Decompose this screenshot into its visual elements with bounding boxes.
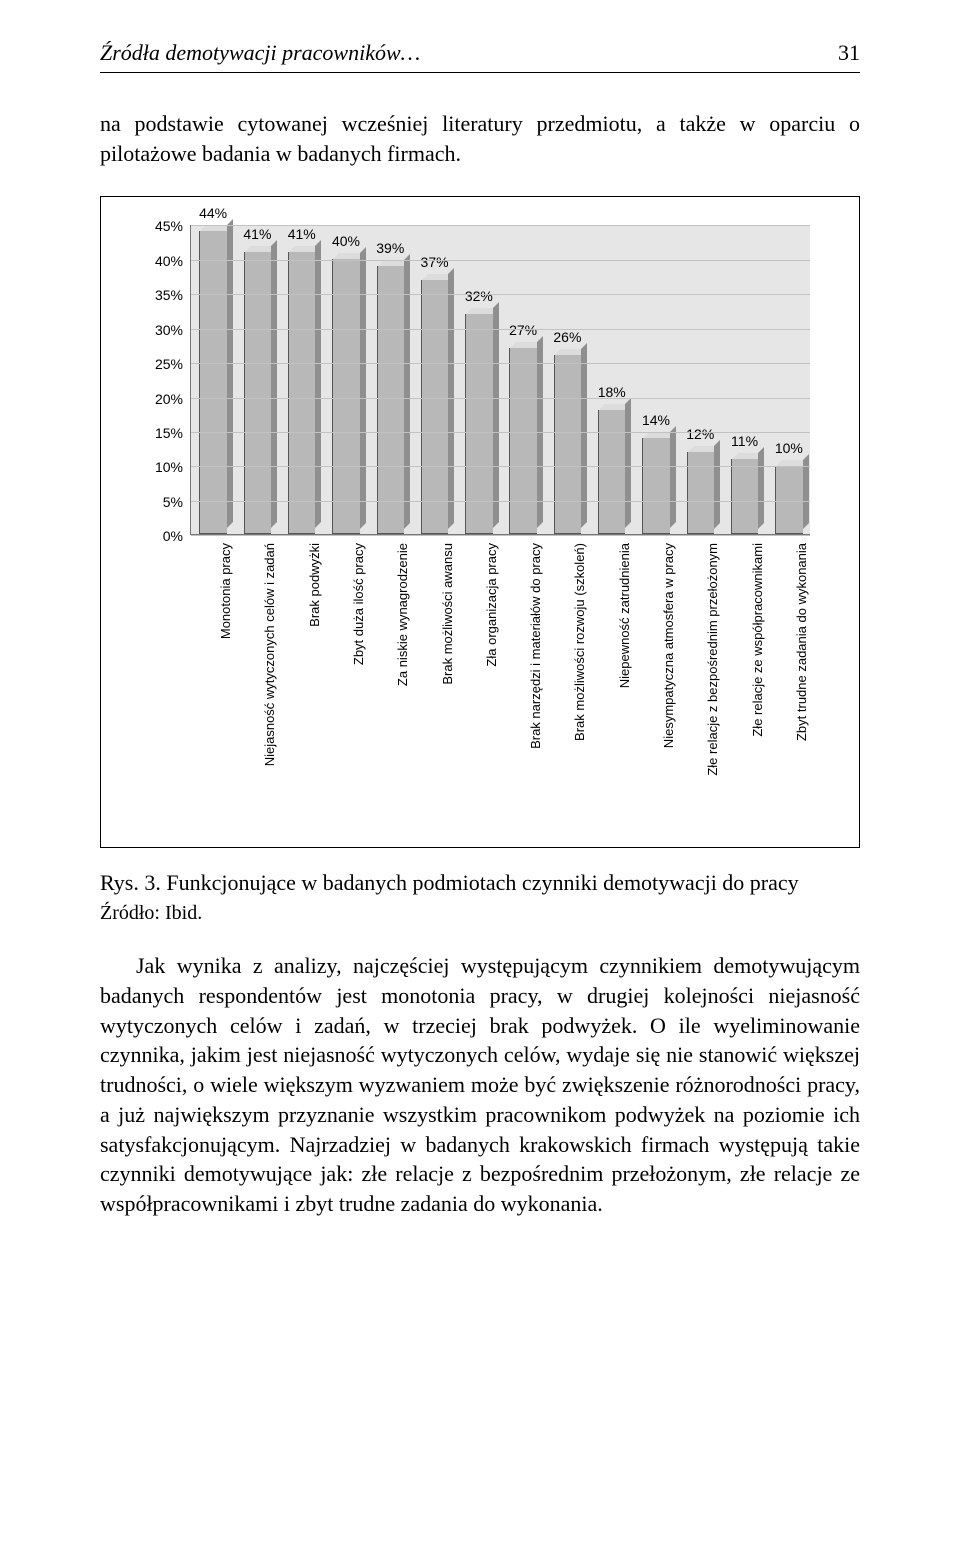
bar: 27% xyxy=(509,348,536,534)
bar: 12% xyxy=(687,452,714,535)
bar-value-label: 12% xyxy=(686,426,714,442)
category-label: Złe relacje ze współpracownikami xyxy=(750,543,765,737)
gridline: 25% xyxy=(191,363,810,364)
category-label: Brak możliwości awansu xyxy=(440,543,455,685)
category-label: Brak narzędzi i materiałów do pracy xyxy=(528,543,543,749)
category-label: Zbyt duża ilość pracy xyxy=(351,543,366,665)
bar-value-label: 11% xyxy=(731,433,758,449)
bar: 40% xyxy=(332,259,359,535)
gridline: 10% xyxy=(191,466,810,467)
plot-area: 44%41%41%40%39%37%32%27%26%18%14%12%11%1… xyxy=(190,225,810,535)
running-head: Źródła demotywacji pracowników… 31 xyxy=(100,40,860,73)
category-label: Brak podwyżki xyxy=(307,543,322,627)
ytick-label: 35% xyxy=(155,287,183,303)
gridline: 35% xyxy=(191,294,810,295)
category-label: Brak możliwości rozwoju (szkoleń) xyxy=(572,543,587,741)
category-label: Zbyt trudne zadania do wykonania xyxy=(794,543,809,741)
bar-chart: 44%41%41%40%39%37%32%27%26%18%14%12%11%1… xyxy=(130,219,830,579)
bar-value-label: 41% xyxy=(243,226,271,242)
category-label: Niejasność wytyczonych celów i zadań xyxy=(262,543,277,766)
ytick-label: 15% xyxy=(155,425,183,441)
bar-value-label: 10% xyxy=(775,440,803,456)
gridline: 45% xyxy=(191,225,810,226)
figure-source: Źródło: Ibid. xyxy=(100,902,860,925)
intro-paragraph: na podstawie cytowanej wcześniej literat… xyxy=(100,109,860,168)
category-label: Zła organizacja pracy xyxy=(484,543,499,667)
figure-caption-text: Funkcjonujące w badanych podmiotach czyn… xyxy=(166,870,798,895)
ytick-label: 45% xyxy=(155,218,183,234)
page-number: 31 xyxy=(838,40,860,66)
ytick-label: 40% xyxy=(155,253,183,269)
bar: 39% xyxy=(377,266,404,535)
bars-container: 44%41%41%40%39%37%32%27%26%18%14%12%11%1… xyxy=(191,225,810,534)
running-title: Źródła demotywacji pracowników… xyxy=(100,40,420,66)
ytick-label: 0% xyxy=(163,528,183,544)
bar-value-label: 32% xyxy=(465,288,493,304)
ytick-label: 25% xyxy=(155,356,183,372)
figure-caption-label: Rys. 3. xyxy=(100,870,161,895)
category-label: Złe relacje z bezpośrednim przełożonym xyxy=(705,543,720,776)
bar-value-label: 39% xyxy=(376,240,404,256)
ytick-label: 20% xyxy=(155,391,183,407)
bar-value-label: 14% xyxy=(642,412,670,428)
ytick-label: 30% xyxy=(155,322,183,338)
body-paragraph: Jak wynika z analizy, najczęściej występ… xyxy=(100,951,860,1218)
bar: 11% xyxy=(731,459,758,535)
bar: 37% xyxy=(421,280,448,535)
category-label: Monotonia pracy xyxy=(218,543,233,639)
bar-value-label: 27% xyxy=(509,322,537,338)
x-axis-labels: Monotonia pracy Niejasność wytyczonych ce… xyxy=(190,535,810,795)
bar: 14% xyxy=(642,438,669,534)
figure-box: 44%41%41%40%39%37%32%27%26%18%14%12%11%1… xyxy=(100,196,860,848)
bar-value-label: 37% xyxy=(421,254,449,270)
gridline: 20% xyxy=(191,398,810,399)
ytick-label: 10% xyxy=(155,459,183,475)
bar: 26% xyxy=(554,355,581,534)
bar-value-label: 41% xyxy=(288,226,316,242)
bar-value-label: 44% xyxy=(199,205,227,221)
category-label: Niesympatyczna atmosfera w pracy xyxy=(661,543,676,748)
gridline: 5% xyxy=(191,501,810,502)
category-label: Za niskie wynagrodzenie xyxy=(395,543,410,686)
gridline: 40% xyxy=(191,260,810,261)
gridline: 15% xyxy=(191,432,810,433)
bar: 18% xyxy=(598,410,625,534)
figure-caption: Rys. 3. Funkcjonujące w badanych podmiot… xyxy=(100,870,860,896)
bar-value-label: 26% xyxy=(553,329,581,345)
gridline: 30% xyxy=(191,329,810,330)
ytick-label: 5% xyxy=(163,494,183,510)
bar: 44% xyxy=(199,231,226,534)
category-label: Niepewność zatrudnienia xyxy=(617,543,632,688)
bar-value-label: 40% xyxy=(332,233,360,249)
